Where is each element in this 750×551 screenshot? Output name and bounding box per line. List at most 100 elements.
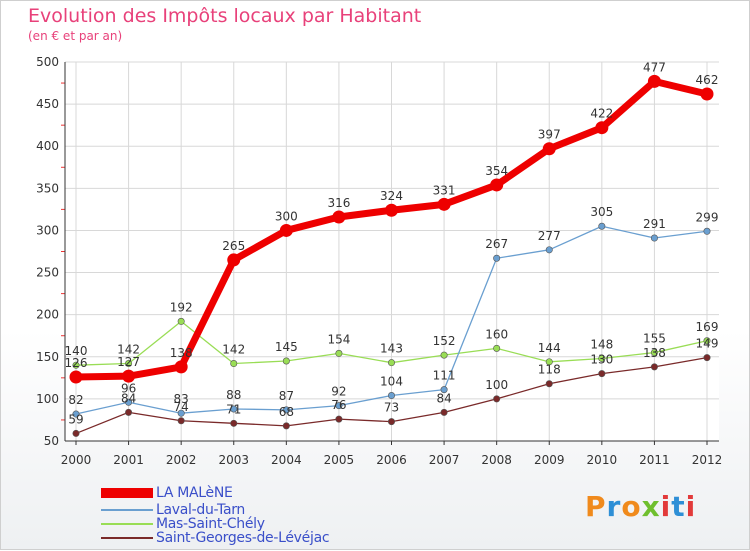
y-tick-label: 500 — [36, 55, 59, 69]
x-tick-label: 2007 — [429, 453, 460, 467]
data-point-saint-georges-de-levejac — [282, 422, 290, 430]
legend-label-mas-saint-chely: Mas-Saint-Chély — [156, 516, 265, 532]
logo-letter: r — [606, 490, 622, 523]
data-point-saint-georges-de-levejac — [230, 419, 238, 427]
data-point-laval-du-tarn — [598, 222, 606, 230]
logo-letter: i — [660, 490, 672, 523]
data-point-laval-du-tarn — [650, 234, 658, 242]
data-label-saint-georges-de-levejac: 68 — [279, 405, 294, 419]
data-label-mas-saint-chely: 143 — [380, 342, 403, 356]
data-point-la-malene — [385, 203, 398, 217]
data-label-la-malene: 354 — [485, 164, 508, 178]
data-label-la-malene: 265 — [222, 239, 245, 253]
data-label-mas-saint-chely: 155 — [643, 332, 666, 346]
data-point-la-malene — [227, 253, 241, 267]
data-point-laval-du-tarn — [125, 398, 133, 406]
data-label-la-malene: 477 — [643, 60, 666, 74]
data-point-laval-du-tarn — [545, 246, 553, 254]
data-point-saint-georges-de-levejac — [125, 408, 133, 416]
data-point-laval-du-tarn — [177, 409, 185, 417]
data-label-laval-du-tarn: 92 — [331, 385, 346, 399]
data-label-laval-du-tarn: 82 — [68, 393, 83, 407]
data-label-la-malene: 324 — [380, 189, 403, 203]
data-point-laval-du-tarn — [230, 405, 238, 413]
data-label-saint-georges-de-levejac: 149 — [696, 337, 719, 351]
data-label-laval-du-tarn: 96 — [121, 381, 136, 395]
x-tick-label: 2000 — [61, 453, 92, 467]
data-label-mas-saint-chely: 144 — [538, 341, 561, 355]
data-label-la-malene: 126 — [65, 356, 88, 370]
data-label-mas-saint-chely: 152 — [433, 334, 456, 348]
data-label-laval-du-tarn: 299 — [696, 210, 719, 224]
legend-swatch-saint-georges — [101, 537, 153, 539]
data-point-saint-georges-de-levejac — [335, 415, 343, 423]
data-label-saint-georges-de-levejac: 71 — [226, 402, 241, 416]
logo-letter: x — [641, 490, 661, 523]
data-label-la-malene: 397 — [538, 128, 561, 142]
proxiti-logo: Proxiti — [585, 490, 696, 523]
data-point-la-malene — [700, 87, 714, 101]
legend-item-saint-georges: Saint-Georges-de-Lévéjac — [101, 530, 330, 546]
data-point-mas-saint-chely — [125, 360, 133, 368]
chart-title: Evolution des Impôts locaux par Habitant — [28, 5, 422, 27]
data-label-laval-du-tarn: 87 — [279, 389, 294, 403]
data-point-mas-saint-chely — [387, 359, 395, 367]
x-tick-label: 2012 — [692, 453, 723, 467]
data-label-la-malene: 331 — [433, 183, 456, 197]
data-label-saint-georges-de-levejac: 84 — [436, 391, 451, 405]
data-label-laval-du-tarn: 291 — [643, 217, 666, 231]
data-label-mas-saint-chely: 154 — [327, 332, 350, 346]
x-tick-label: 2004 — [271, 453, 302, 467]
chart-subtitle: (en € et par an) — [28, 29, 123, 43]
x-tick-label: 2009 — [534, 453, 565, 467]
data-point-laval-du-tarn — [493, 254, 501, 262]
data-point-mas-saint-chely — [230, 360, 238, 368]
data-point-la-malene — [69, 370, 83, 384]
data-label-mas-saint-chely: 145 — [275, 340, 298, 354]
legend-swatch-la-malene — [101, 488, 153, 498]
y-tick-label: 400 — [36, 139, 59, 153]
data-label-saint-georges-de-levejac: 138 — [643, 346, 666, 360]
y-tick-label: 350 — [36, 181, 59, 195]
data-label-mas-saint-chely: 140 — [65, 344, 88, 358]
x-tick-label: 2005 — [324, 453, 355, 467]
x-tick-label: 2011 — [639, 453, 670, 467]
legend-item-laval-du-tarn: Laval-du-Tarn — [101, 502, 246, 518]
x-tick-label: 2002 — [166, 453, 197, 467]
data-label-laval-du-tarn: 88 — [226, 388, 241, 402]
x-tick-label: 2006 — [376, 453, 407, 467]
data-point-mas-saint-chely — [440, 351, 448, 359]
data-label-saint-georges-de-levejac: 118 — [538, 363, 561, 377]
data-label-laval-du-tarn: 104 — [380, 375, 403, 389]
data-label-saint-georges-de-levejac: 76 — [331, 398, 346, 412]
data-label-la-malene: 127 — [117, 355, 140, 369]
data-point-saint-georges-de-levejac — [177, 417, 185, 425]
data-point-mas-saint-chely — [72, 361, 80, 369]
y-tick-label: 50 — [44, 434, 59, 448]
data-label-saint-georges-de-levejac: 73 — [384, 401, 399, 415]
data-point-la-malene — [122, 369, 136, 383]
y-tick-label: 450 — [36, 97, 59, 111]
data-point-la-malene — [490, 178, 504, 192]
legend-label-laval-du-tarn: Laval-du-Tarn — [156, 502, 246, 518]
data-label-mas-saint-chely: 192 — [170, 300, 193, 314]
data-point-mas-saint-chely — [650, 349, 658, 357]
y-tick-label: 100 — [36, 392, 59, 406]
data-label-saint-georges-de-levejac: 74 — [174, 400, 189, 414]
data-label-la-malene: 316 — [327, 196, 350, 210]
data-label-saint-georges-de-levejac: 130 — [590, 353, 613, 367]
data-point-mas-saint-chely — [282, 357, 290, 365]
data-point-saint-georges-de-levejac — [545, 380, 553, 388]
logo-letter: o — [621, 490, 642, 523]
data-point-saint-georges-de-levejac — [440, 408, 448, 416]
y-tick-label: 150 — [36, 350, 59, 364]
data-point-la-malene — [542, 142, 556, 156]
legend-item-mas-saint-chely: Mas-Saint-Chély — [101, 516, 265, 532]
data-point-saint-georges-de-levejac — [598, 370, 606, 378]
data-point-la-malene — [174, 360, 188, 374]
data-point-saint-georges-de-levejac — [72, 429, 80, 437]
data-label-saint-georges-de-levejac: 59 — [68, 412, 83, 426]
y-tick-label: 200 — [36, 308, 59, 322]
data-point-mas-saint-chely — [703, 337, 711, 345]
data-point-saint-georges-de-levejac — [703, 354, 711, 362]
